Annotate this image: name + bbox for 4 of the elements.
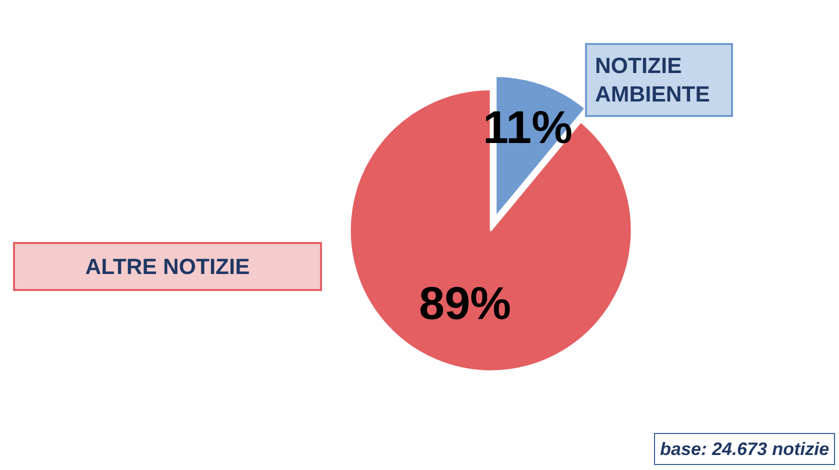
data-label: 89% bbox=[419, 277, 512, 329]
text: base: 24.673 notizie bbox=[660, 439, 830, 459]
slice-label: NOTIZIE AMBIENTE bbox=[595, 53, 710, 107]
slice-label: ALTRE NOTIZIE bbox=[85, 254, 250, 279]
